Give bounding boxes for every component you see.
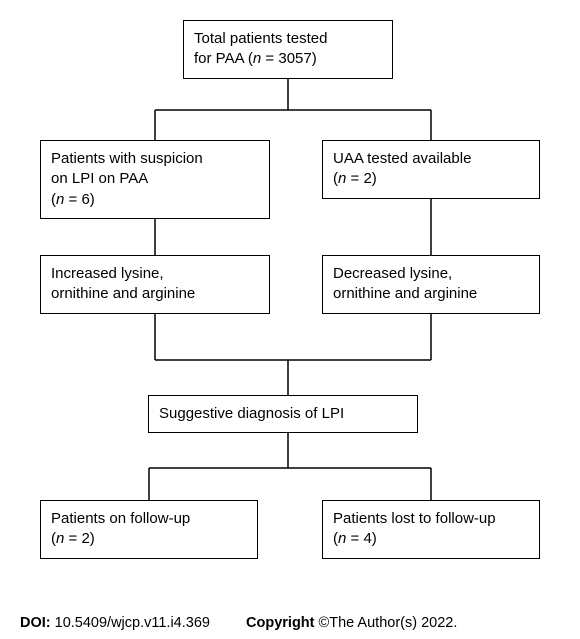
footer: DOI: 10.5409/wjcp.v11.i4.369 Copyright ©… <box>20 615 457 631</box>
node-text: Patients on follow-up <box>51 510 190 527</box>
copyright-label: Copyright <box>246 615 314 631</box>
node-text: = 2) <box>346 170 376 187</box>
node-text: Patients lost to follow-up <box>333 510 496 527</box>
node-text: ornithine and arginine <box>51 285 195 302</box>
node-text: = 2) <box>64 530 94 547</box>
doi-value: 10.5409/wjcp.v11.i4.369 <box>55 615 210 631</box>
node-var: n <box>253 50 261 67</box>
node-text: Suggestive diagnosis of LPI <box>159 405 344 422</box>
node-text: Increased lysine, <box>51 265 164 282</box>
node-text: for PAA ( <box>194 50 253 67</box>
node-text: ornithine and arginine <box>333 285 477 302</box>
node-text: = 4) <box>346 530 376 547</box>
node-text: = 6) <box>64 191 94 208</box>
node-root: Total patients tested for PAA (n = 3057) <box>183 20 393 79</box>
node-right1: UAA tested available (n = 2) <box>322 140 540 199</box>
node-mid: Suggestive diagnosis of LPI <box>148 395 418 433</box>
node-text: Patients with suspicion <box>51 150 203 167</box>
node-text: Decreased lysine, <box>333 265 452 282</box>
node-right2: Decreased lysine, ornithine and arginine <box>322 255 540 314</box>
node-bottom-right: Patients lost to follow-up (n = 4) <box>322 500 540 559</box>
node-text: UAA tested available <box>333 150 471 167</box>
node-text: Total patients tested <box>194 30 327 47</box>
doi-label: DOI: <box>20 615 51 631</box>
node-text: = 3057) <box>261 50 316 67</box>
flowchart-stage: Total patients tested for PAA (n = 3057)… <box>0 0 580 639</box>
node-left2: Increased lysine, ornithine and arginine <box>40 255 270 314</box>
node-bottom-left: Patients on follow-up (n = 2) <box>40 500 258 559</box>
node-text: on LPI on PAA <box>51 170 148 187</box>
copyright-text: ©The Author(s) 2022. <box>315 615 458 631</box>
node-left1: Patients with suspicion on LPI on PAA (n… <box>40 140 270 219</box>
